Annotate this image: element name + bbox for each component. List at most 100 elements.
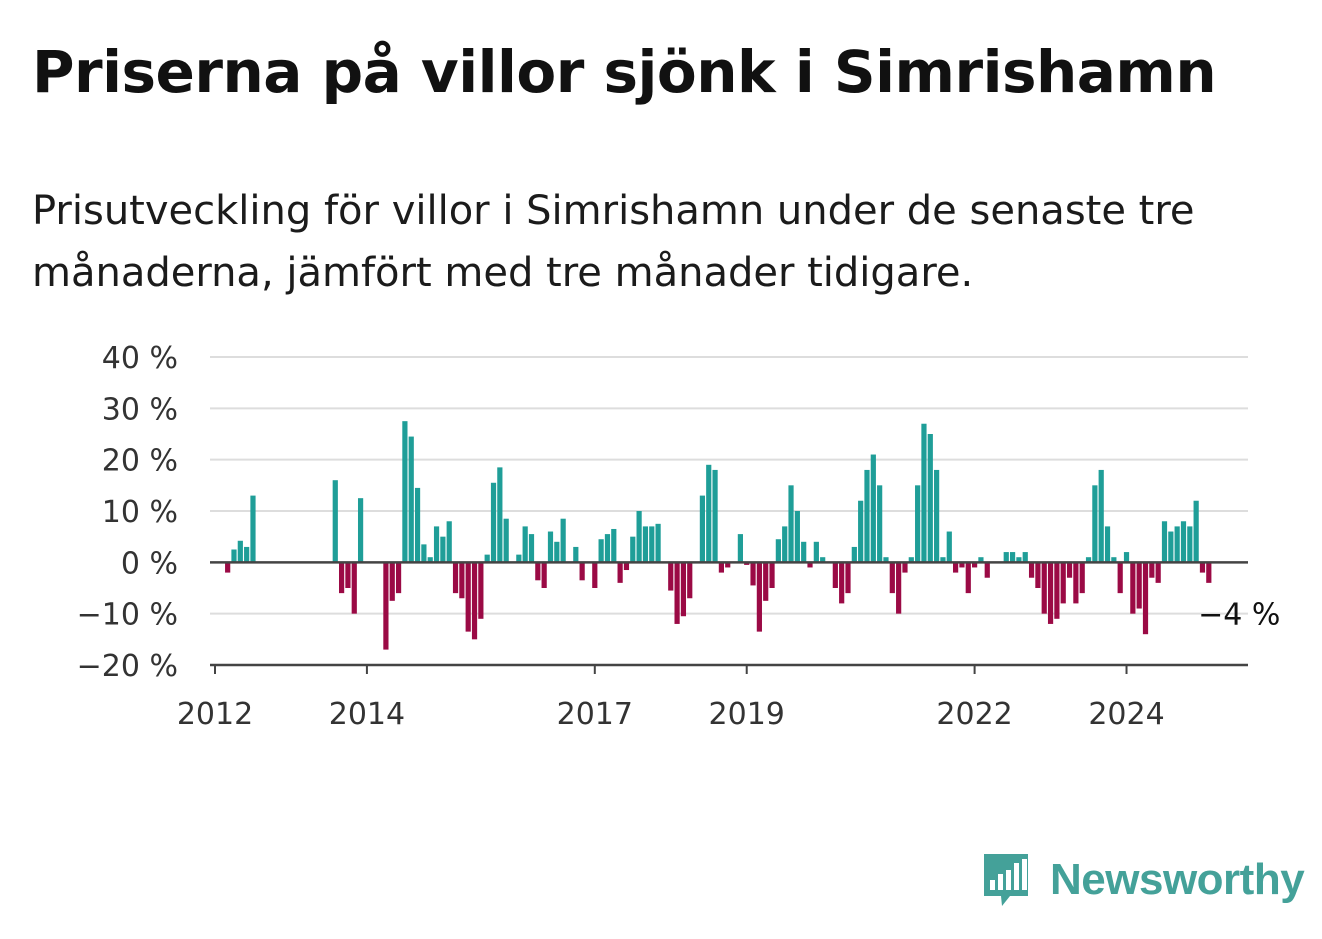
bar: [655, 523, 661, 563]
bar: [775, 539, 781, 563]
bar: [699, 495, 706, 563]
bar: [940, 557, 946, 563]
bar: [1028, 562, 1035, 578]
bar: [465, 562, 471, 632]
bar: [1047, 562, 1054, 624]
x-tick-label: 2022: [936, 697, 1012, 732]
bar: [1130, 562, 1136, 614]
y-tick-label: −20 %: [77, 649, 178, 684]
x-tick-label: 2024: [1088, 697, 1164, 732]
bar: [725, 562, 731, 568]
bar: [883, 557, 889, 563]
x-tick-label: 2012: [177, 697, 253, 732]
bar: [427, 557, 433, 563]
bar: [1180, 521, 1187, 563]
bar: [1149, 562, 1155, 578]
bar: [984, 562, 990, 578]
bar: [877, 485, 883, 563]
bar: [630, 536, 636, 563]
y-tick-label: 10 %: [102, 495, 178, 530]
bar: [440, 536, 446, 563]
bar: [560, 518, 566, 563]
bar: [357, 498, 364, 563]
bar: [237, 540, 243, 563]
bar: [649, 526, 655, 563]
bar: [598, 539, 604, 563]
bar: [1041, 562, 1047, 614]
bar: [1142, 562, 1149, 635]
bar: [946, 531, 952, 563]
bar: [579, 562, 585, 581]
bar: [1206, 562, 1212, 583]
bar: [737, 534, 743, 563]
bar: [345, 562, 351, 588]
bar: [547, 531, 554, 563]
bar: [446, 521, 452, 563]
bar: [744, 562, 750, 565]
bar: [351, 562, 357, 614]
bar: [250, 495, 256, 563]
bar: [870, 454, 876, 563]
bar: [1136, 562, 1142, 609]
bar: [1104, 526, 1111, 563]
bar: [820, 557, 826, 563]
x-tick-label: 2014: [329, 697, 405, 732]
bar: [921, 423, 927, 563]
bar: [402, 421, 408, 563]
bar: [1060, 562, 1066, 604]
y-tick-label: 30 %: [102, 392, 178, 427]
y-tick-label: −10 %: [77, 598, 178, 633]
bar: [1085, 557, 1092, 563]
bar: [471, 562, 478, 640]
bar: [680, 562, 687, 617]
bar: [674, 562, 680, 624]
bar: [490, 482, 497, 563]
bar: [1035, 562, 1041, 588]
bar: [1054, 562, 1060, 619]
bar: [339, 562, 345, 594]
y-tick-label: 20 %: [102, 444, 178, 479]
bar: [788, 485, 794, 563]
y-tick-label: 40 %: [102, 341, 178, 376]
bar: [807, 562, 813, 568]
bar: [604, 534, 611, 563]
bar-chart-speech-bubble-icon: [984, 854, 1028, 906]
bar: [858, 500, 864, 563]
bar: [1187, 526, 1193, 563]
bar: [1003, 552, 1009, 563]
bar: [459, 562, 465, 599]
bar: [414, 487, 421, 563]
bar: [908, 557, 914, 563]
bar: [497, 467, 503, 563]
bar: [1161, 521, 1168, 563]
bar: [592, 562, 598, 588]
last-value-label: −4 %: [1198, 598, 1280, 633]
bar: [763, 562, 769, 601]
bar: [832, 562, 838, 588]
bar: [1155, 562, 1161, 583]
bar: [927, 434, 933, 563]
bar: [750, 562, 756, 586]
chart-subtitle: Prisutveckling för villor i Simrishamn u…: [32, 188, 1195, 296]
bar: [978, 557, 984, 563]
bar: [395, 562, 402, 594]
bar: [1009, 552, 1016, 563]
bar: [421, 544, 427, 563]
bar: [528, 534, 535, 563]
bar: [225, 562, 231, 573]
bar: [718, 562, 724, 573]
bar: [1066, 562, 1073, 578]
x-tick-label: 2017: [557, 697, 633, 732]
bar: [484, 554, 490, 563]
bar: [516, 554, 522, 563]
bar: [433, 526, 440, 563]
bar: [389, 562, 395, 601]
bar: [408, 436, 414, 563]
bar: [535, 562, 541, 581]
bar: [522, 526, 528, 563]
bar: [706, 464, 712, 563]
bar: [965, 562, 971, 594]
bar: [668, 562, 674, 591]
y-tick-label: 0 %: [121, 546, 178, 581]
bar: [1098, 469, 1104, 563]
